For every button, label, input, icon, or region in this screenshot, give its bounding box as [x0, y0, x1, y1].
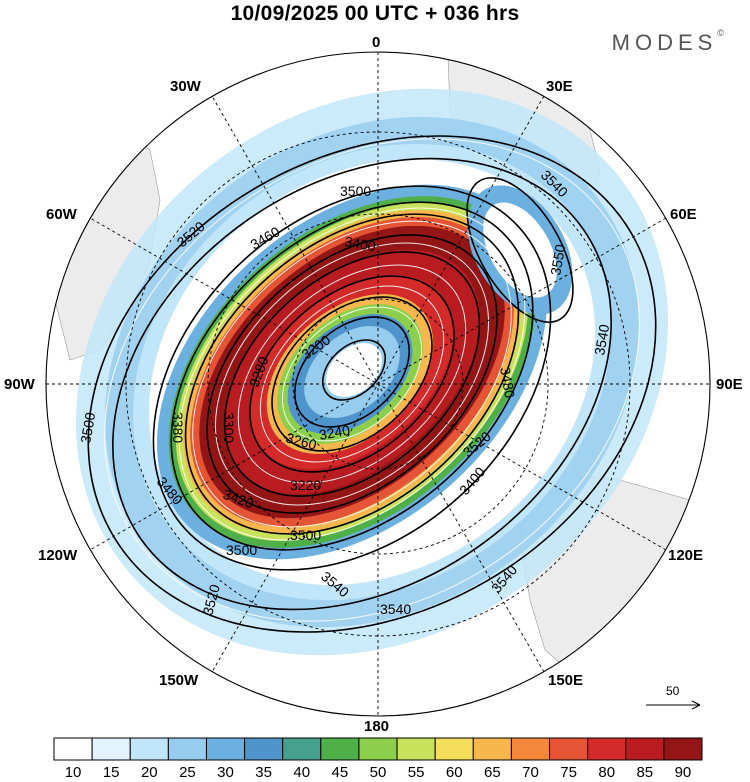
longitude-label-0: 0: [372, 34, 381, 51]
streamline-1: [178, 207, 526, 541]
longitude-label-90e: 90E: [716, 376, 743, 393]
colorbar-cell: [129, 737, 169, 761]
colorbar-cell: [244, 737, 284, 761]
longitude-label-180: 180: [364, 718, 390, 735]
wind-reference-arrowhead: [691, 700, 701, 710]
height-contours: [87, 135, 657, 633]
contour-label-3300: 3300: [221, 412, 237, 443]
graticule: [46, 52, 710, 716]
colorbar-cell: [320, 737, 360, 761]
longitude-label-30w: 30W: [170, 78, 201, 95]
colorbar-cell: [625, 737, 665, 761]
contour-label-3380: 3380: [170, 412, 186, 443]
longitude-label-60w: 60W: [46, 206, 77, 223]
colorbar-cell: [472, 737, 512, 761]
contour-label-3240: 3240: [318, 422, 352, 443]
polar-map: 3500 3520 3540 3550 3540 3500 3480 3460 …: [45, 51, 711, 717]
map-boundary: [45, 51, 711, 717]
colorbar-cell: [205, 737, 246, 761]
colorbar-cell: [587, 737, 627, 761]
colorbar-tick-label: 10: [64, 764, 82, 781]
streamline-4: [237, 264, 467, 484]
colorbar-cell: [549, 737, 589, 761]
streamline-6: [281, 306, 423, 442]
colorbar-cell: [91, 737, 131, 761]
colorbar-tick-label: 45: [331, 764, 349, 781]
colorbar-cell: [510, 737, 551, 761]
map-field: [46, 52, 710, 716]
longitude-label-150e: 150E: [548, 672, 584, 689]
contour-label-3500-c: 3500: [226, 542, 257, 558]
contour-label-3220: 3220: [290, 477, 321, 493]
contour-label-3550: 3550: [547, 243, 568, 277]
colorbar-tick-label: 30: [217, 764, 234, 781]
streamline-5: [259, 285, 445, 463]
modes-logo: MODES©: [611, 28, 724, 56]
longitude-label-30e: 30E: [546, 78, 573, 95]
colorbar-tick-label: 80: [598, 764, 616, 781]
contour-label-3500-a: 3500: [340, 183, 371, 199]
colorbar-tick-label: 60: [445, 764, 463, 781]
colorbar-tick-label: 50: [369, 764, 387, 781]
contour-3260: [271, 296, 433, 452]
colorbar-tick-label: 15: [102, 764, 120, 781]
contour-label-3520-c: 3520: [199, 582, 223, 616]
high-cell-60e-inner: [483, 202, 557, 298]
colorbar-tick-label: 90: [674, 764, 692, 781]
longitude-label-120e: 120E: [668, 547, 704, 564]
contour-label-3260: 3260: [284, 429, 318, 453]
longitude-label-60e: 60E: [670, 206, 697, 223]
meridian-150e-30w: [211, 95, 545, 673]
contour-3300: [249, 275, 455, 473]
contour-label-3480-b: 3480: [497, 366, 518, 400]
colorbar-tick-label: 55: [407, 764, 425, 781]
colorbar-tick-label: 75: [560, 764, 577, 781]
contour-3420: [206, 234, 498, 514]
contour-label-3540-b: 3540: [591, 323, 612, 357]
contour-label-3500-d: 3500: [290, 527, 321, 543]
contour-label-3500-b: 3500: [77, 411, 98, 445]
contour-3200: [321, 339, 387, 401]
longitude-label-120w: 120W: [38, 547, 78, 564]
colorbar-tick-label: 35: [255, 764, 272, 781]
contour-label-3540-d: 3540: [380, 601, 411, 617]
contour-3550: [466, 177, 574, 323]
colorbar-tick-label: 85: [636, 764, 654, 781]
streamline-7: [104, 138, 640, 622]
longitude-label-150w: 150W: [159, 672, 199, 689]
colorbar-tick-label: 40: [293, 764, 311, 781]
contour-3480: [170, 201, 534, 551]
longitude-label-90w: 90W: [4, 376, 35, 393]
colorbar-cell: [282, 737, 322, 761]
colorbar-cell: [53, 737, 93, 761]
brand-text: MODES: [611, 30, 718, 55]
contour-label-3400-a: 3400: [343, 233, 377, 254]
colorbar-cell: [167, 737, 207, 761]
chart-title: 10/09/2025 00 UTC + 036 hrs: [230, 2, 520, 25]
colorbar-cell: [358, 737, 398, 761]
contour-3500: [152, 185, 552, 571]
streamline-3: [215, 242, 489, 506]
colorbar-cell: [396, 737, 436, 761]
colorbar-tick-label: 65: [484, 764, 501, 781]
streamline-2: [192, 220, 512, 528]
contour-3520: [112, 157, 612, 611]
colorbar-cell: [663, 737, 703, 761]
wind-reference-value: 50: [666, 684, 680, 698]
contour-3220: [293, 316, 411, 428]
colorbar-cell: [434, 737, 474, 761]
colorbar-tick-label: 70: [522, 764, 539, 781]
contour-3540: [87, 135, 657, 633]
contour-3460: [184, 213, 520, 535]
colorbar-tick-label: 25: [179, 764, 196, 781]
brand-mark: ©: [717, 28, 724, 38]
colorbar-tick-label: 20: [140, 764, 158, 781]
wind-streamlines: [104, 138, 640, 622]
contour-3400: [223, 251, 481, 497]
